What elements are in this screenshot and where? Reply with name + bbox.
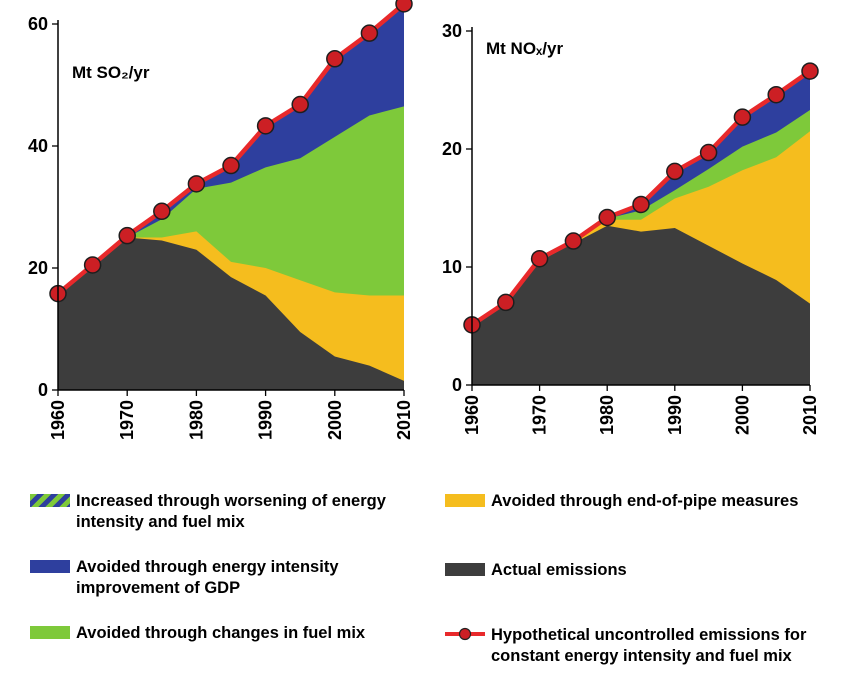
x-tick-label: 1970 [117,400,137,440]
hypothetical-point [326,50,344,68]
hypothetical-point [564,232,583,250]
hypothetical-point [733,108,752,126]
area-actual [472,225,810,385]
hypothetical-point [153,202,171,221]
legend-swatch-worsening [30,494,70,507]
hypothetical-point [256,117,275,135]
area-actual [58,237,404,390]
x-tick-label: 1980 [186,400,206,440]
x-tick-label: 1970 [530,395,550,435]
hypothetical-point [360,24,379,42]
x-tick-label: 1990 [665,395,685,435]
legend-label-hypothetical: Hypothetical uncontrolled emissions for … [491,626,807,665]
legend-label-actual: Actual emissions [491,561,627,579]
chart-title: Mt SO₂/yr [72,63,150,82]
hypothetical-point [118,226,136,245]
legend-label-worsening: Increased through worsening of energy in… [76,492,386,531]
y-tick-label: 20 [28,258,48,278]
hypothetical-point [291,95,309,114]
legend-label-end-of-pipe: Avoided through end-of-pipe measures [491,492,799,510]
y-tick-label: 0 [38,380,48,400]
y-tick-label: 30 [442,21,462,41]
nox-chart: 0 10 20 30 1960 1970 1980 1990 2000 2010 Mt NOₓ/yr [442,21,820,435]
hypothetical-point [83,256,102,274]
y-tick-label: 40 [28,136,48,156]
legend-swatch-end-of-pipe [445,494,485,507]
hypothetical-point [801,62,819,80]
x-tick-label: 1980 [597,395,617,435]
legend-label-fuel-mix: Avoided through changes in fuel mix [76,624,366,642]
legend-swatch-energy-intensity [30,560,70,573]
y-tick-label: 20 [442,139,462,159]
hypothetical-point [497,293,515,312]
hypothetical-point [632,195,650,214]
x-tick-label: 2010 [800,395,820,435]
y-tick-label: 10 [442,257,462,277]
so2-chart: 0 20 40 60 1960 1970 1980 1990 2000 2010 Mt SO₂/yr [28,0,414,440]
legend-label-energy-intensity: Avoided through energy intensity improve… [76,558,339,597]
legend-swatch-actual [445,563,485,576]
hypothetical-point [187,175,206,193]
hypothetical-point [395,0,413,13]
y-tick-label: 0 [452,375,462,395]
x-tick-label: 1960 [462,395,482,435]
x-tick-label: 1990 [256,400,276,440]
hypothetical-point [767,85,785,104]
hypothetical-point [222,156,240,175]
hypothetical-point [666,162,684,181]
x-tick-label: 2000 [325,400,345,440]
legend-swatch-fuel-mix [30,626,70,639]
chart-title: Mt NOₓ/yr [486,39,563,58]
legend-swatch-hypothetical [445,627,485,641]
x-tick-label: 2000 [732,395,752,435]
hypothetical-point [598,208,616,227]
x-tick-label: 2010 [394,400,414,440]
hypothetical-point [699,143,718,162]
y-tick-label: 60 [28,14,48,34]
hypothetical-point [530,249,549,268]
x-tick-label: 1960 [48,400,68,440]
